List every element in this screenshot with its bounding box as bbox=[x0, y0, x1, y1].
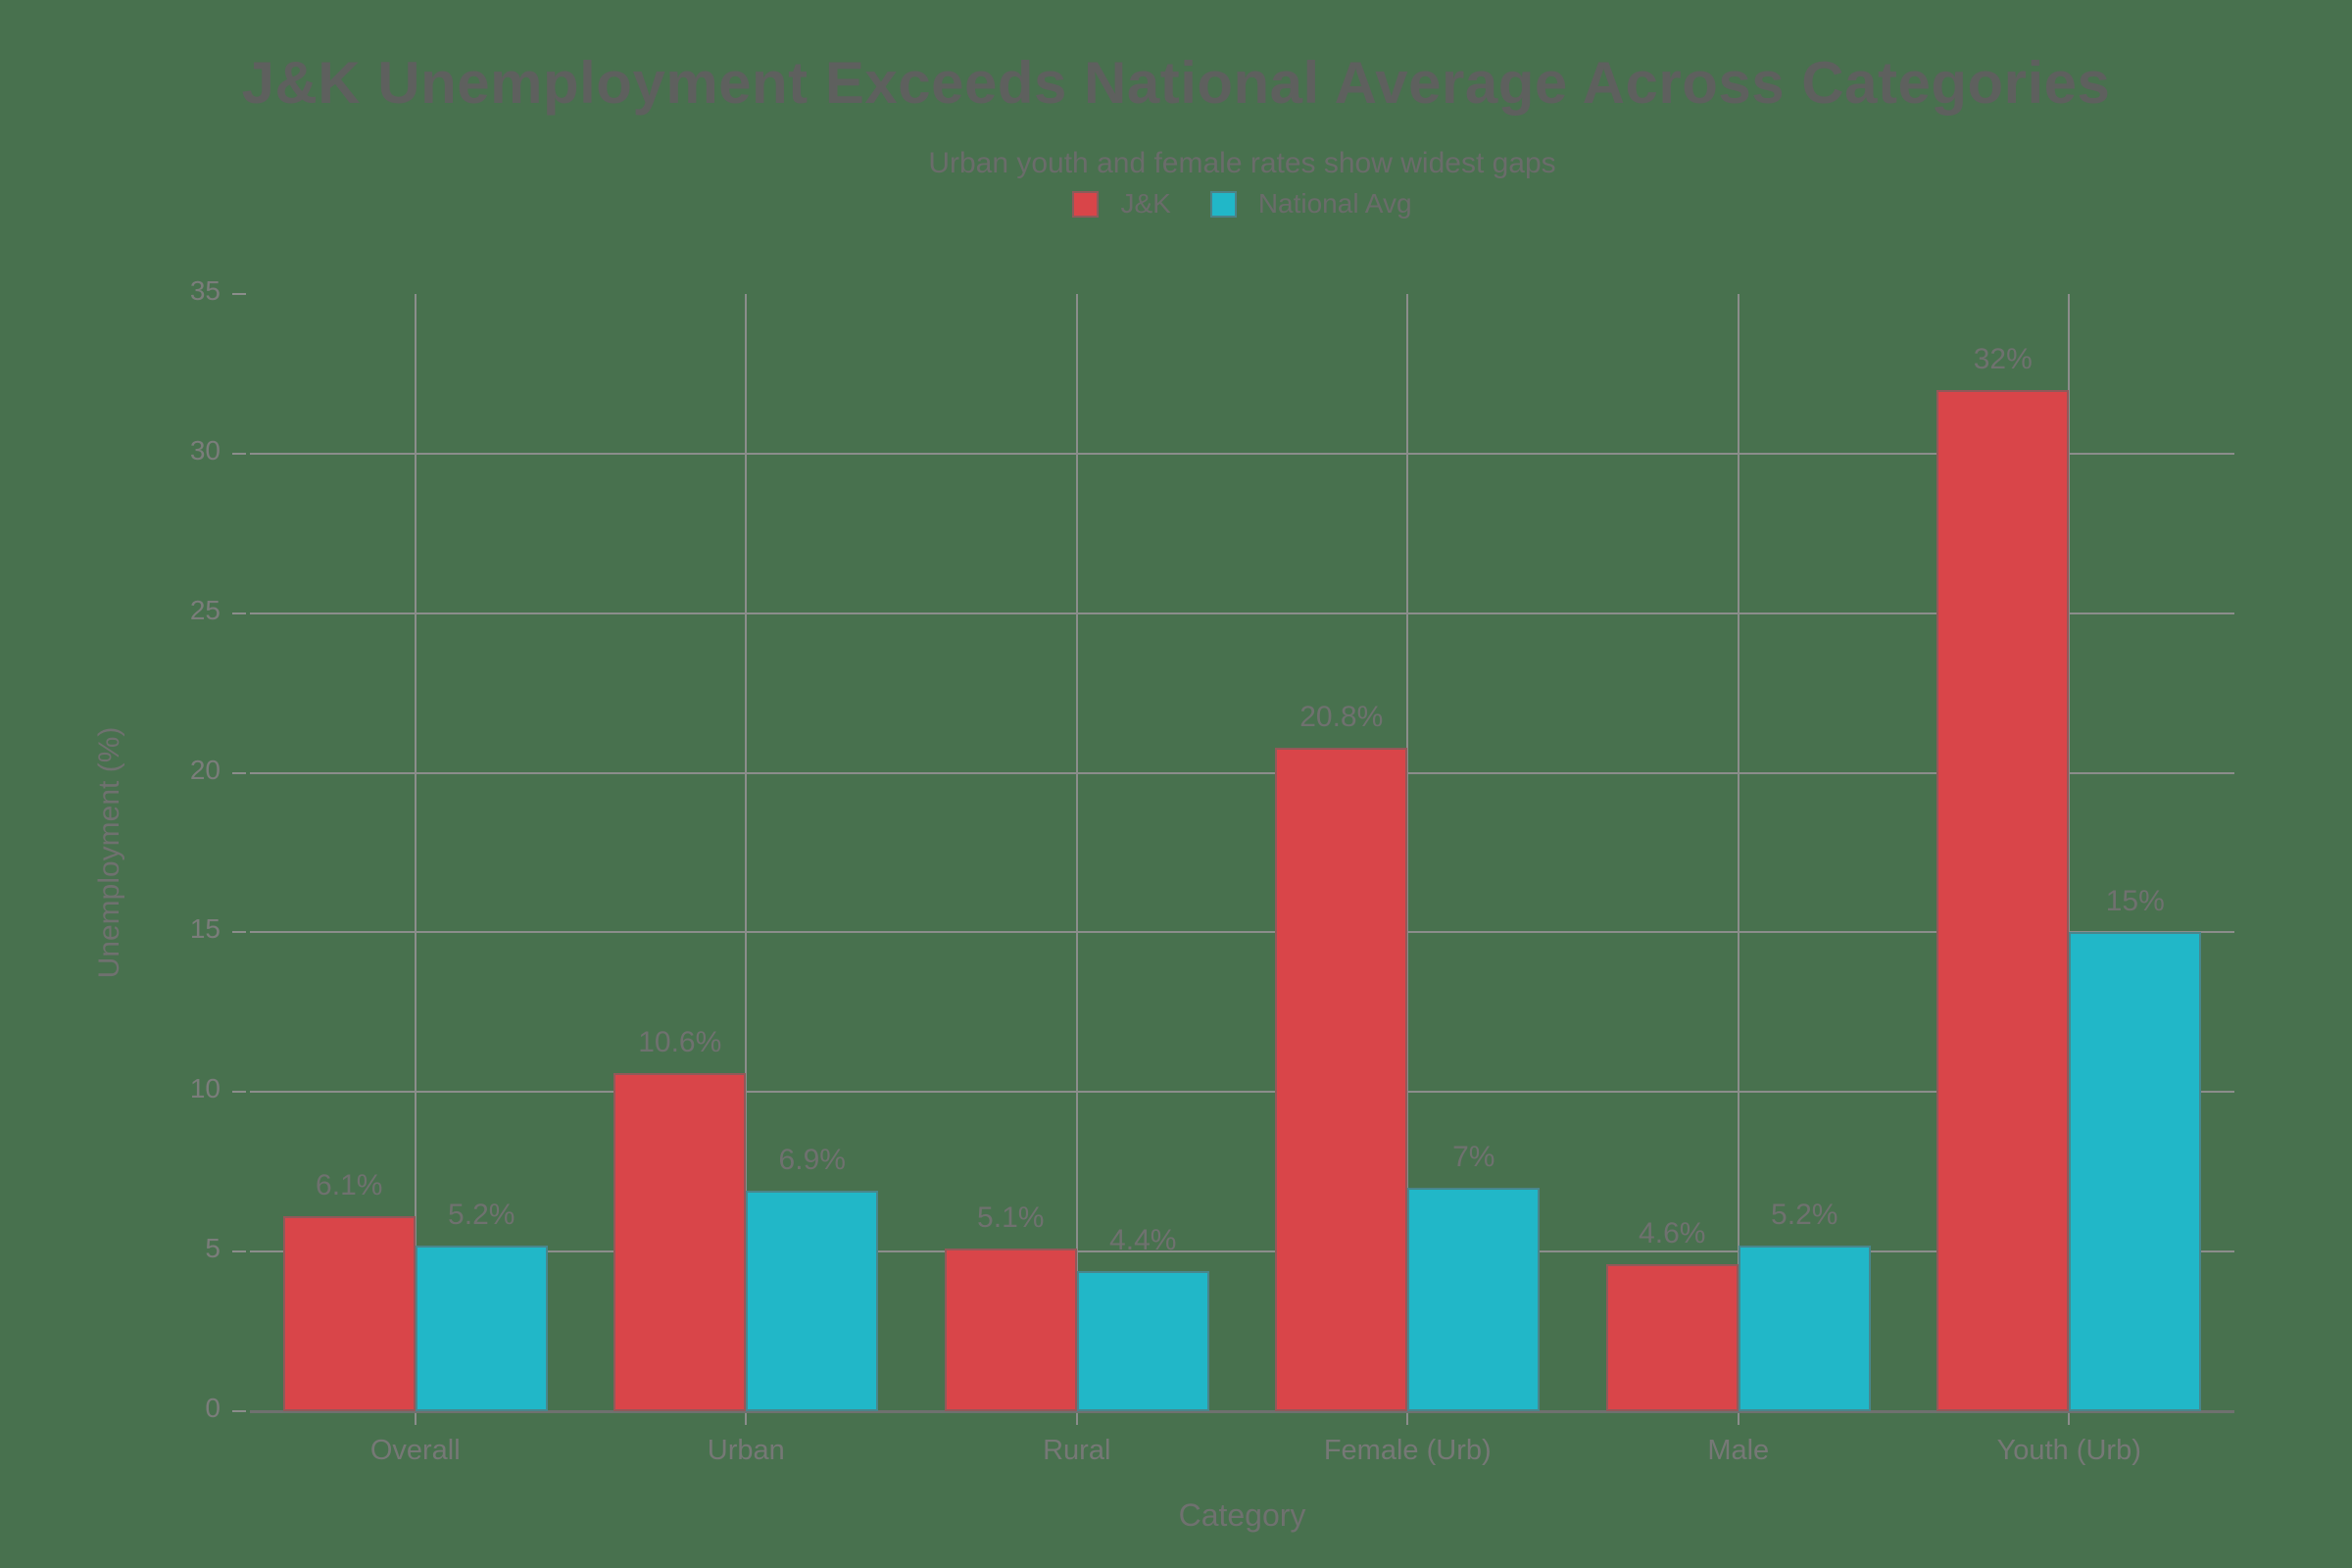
x-axis-title: Category bbox=[1178, 1497, 1306, 1533]
bar-value-label: 5.2% bbox=[448, 1198, 515, 1231]
bar-national-avg-female-urb[interactable] bbox=[1407, 1188, 1541, 1411]
bar-value-label: 7% bbox=[1452, 1141, 1495, 1173]
grid-line-v bbox=[2068, 294, 2071, 1411]
legend-label-jk: J&K bbox=[1120, 188, 1171, 219]
grid-line-h bbox=[250, 452, 2234, 455]
y-tick-label: 25 bbox=[189, 594, 220, 625]
x-tick-label: Overall bbox=[369, 1435, 461, 1466]
grid-line-v bbox=[414, 294, 416, 1411]
x-axis-line bbox=[250, 1410, 2234, 1413]
y-tick-label: 10 bbox=[189, 1073, 220, 1104]
grid-line-h bbox=[250, 771, 2234, 774]
y-tick-mark bbox=[232, 452, 246, 455]
x-tick-mark bbox=[745, 1413, 748, 1425]
y-tick-mark bbox=[232, 1091, 246, 1094]
bar-value-label: 5.2% bbox=[1771, 1198, 1838, 1231]
grid-line-v bbox=[1075, 294, 1078, 1411]
y-tick-mark bbox=[232, 1250, 246, 1253]
y-tick-mark bbox=[232, 1410, 246, 1412]
legend-label-national-avg: National Avg bbox=[1257, 188, 1412, 219]
bar-j-k-male[interactable] bbox=[1605, 1264, 1739, 1411]
legend-swatch-national-avg-icon bbox=[1209, 190, 1237, 218]
bar-national-avg-rural[interactable] bbox=[1076, 1270, 1209, 1411]
grid-line-v bbox=[1406, 294, 1409, 1411]
bar-national-avg-overall[interactable] bbox=[415, 1245, 548, 1411]
grid-line-v bbox=[745, 294, 748, 1411]
y-tick-label: 15 bbox=[189, 913, 220, 945]
y-tick-label: 35 bbox=[189, 275, 220, 306]
bar-value-label: 6.9% bbox=[778, 1144, 846, 1177]
bar-value-label: 5.1% bbox=[977, 1200, 1045, 1234]
y-tick-mark bbox=[232, 612, 246, 614]
y-tick-mark bbox=[232, 293, 246, 295]
legend-item-national-avg[interactable]: National Avg bbox=[1209, 188, 1412, 220]
x-tick-mark bbox=[1406, 1413, 1409, 1425]
x-tick-label: Youth (Urb) bbox=[1996, 1435, 2141, 1466]
bar-value-label: 10.6% bbox=[638, 1025, 722, 1058]
x-tick-mark bbox=[2068, 1413, 2071, 1425]
y-tick-label: 20 bbox=[189, 754, 220, 785]
bar-j-k-urban[interactable] bbox=[613, 1072, 747, 1411]
y-tick-mark bbox=[232, 771, 246, 774]
bar-value-label: 4.6% bbox=[1639, 1217, 1706, 1250]
x-tick-label: Rural bbox=[1043, 1435, 1111, 1466]
bar-value-label: 32% bbox=[1973, 342, 2033, 375]
bar-national-avg-urban[interactable] bbox=[746, 1191, 879, 1411]
chart-subtitle: Urban youth and female rates show widest… bbox=[928, 147, 1556, 179]
bar-value-label: 15% bbox=[2105, 885, 2165, 918]
bar-national-avg-youth-urb[interactable] bbox=[2069, 932, 2202, 1411]
legend: J&K National Avg bbox=[250, 188, 2234, 220]
bar-value-label: 6.1% bbox=[316, 1169, 383, 1202]
bar-value-label: 20.8% bbox=[1299, 700, 1384, 733]
grid-line-h bbox=[250, 1091, 2234, 1094]
x-tick-label: Female (Urb) bbox=[1323, 1435, 1492, 1466]
y-tick-mark bbox=[232, 931, 246, 934]
bar-j-k-rural[interactable] bbox=[944, 1248, 1077, 1411]
bar-national-avg-male[interactable] bbox=[1738, 1245, 1871, 1411]
x-tick-mark bbox=[1737, 1413, 1740, 1425]
y-tick-label: 5 bbox=[205, 1233, 220, 1264]
grid-line-h bbox=[250, 931, 2234, 934]
legend-swatch-jk-icon bbox=[1072, 190, 1100, 218]
y-tick-label: 0 bbox=[205, 1393, 220, 1423]
x-tick-label: Male bbox=[1707, 1435, 1770, 1466]
grid-line-h bbox=[250, 612, 2234, 614]
bar-j-k-youth-urb[interactable] bbox=[1936, 389, 2070, 1411]
legend-item-jk[interactable]: J&K bbox=[1072, 188, 1171, 220]
bar-j-k-female-urb[interactable] bbox=[1275, 747, 1408, 1411]
x-tick-mark bbox=[1075, 1413, 1078, 1425]
x-tick-label: Urban bbox=[707, 1435, 785, 1466]
x-tick-mark bbox=[414, 1413, 416, 1425]
bar-j-k-overall[interactable] bbox=[282, 1216, 416, 1411]
grid-line-h bbox=[250, 1250, 2234, 1253]
y-tick-label: 30 bbox=[189, 434, 220, 466]
bar-value-label: 4.4% bbox=[1109, 1223, 1177, 1256]
chart-title: J&K Unemployment Exceeds National Averag… bbox=[241, 50, 2111, 116]
grid-line-v bbox=[1737, 294, 1740, 1411]
